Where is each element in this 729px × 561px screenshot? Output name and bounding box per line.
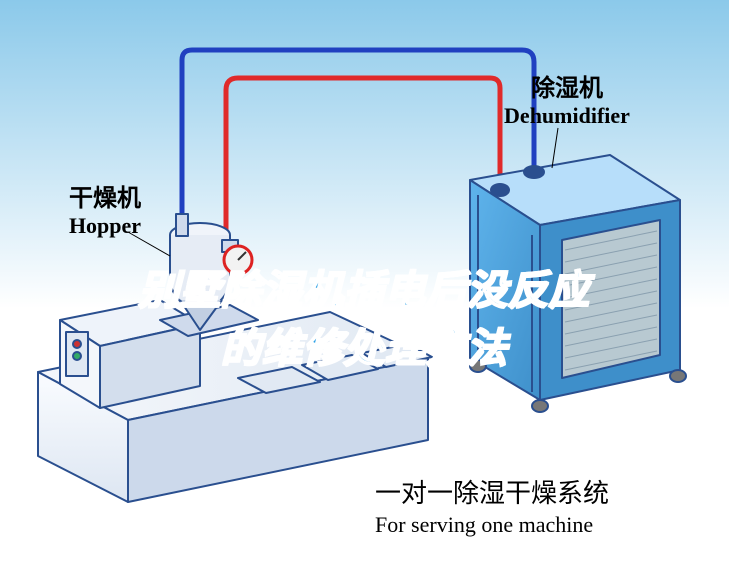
dehumidifier-label-cn: 除湿机 bbox=[457, 75, 677, 103]
overlay-title-line2: 的维修处理方法 bbox=[0, 316, 729, 374]
overlay-title: 别墅除湿机插电后没反应 的维修处理方法 bbox=[0, 258, 729, 374]
system-caption-cn: 一对一除湿干燥系统 bbox=[375, 478, 609, 511]
diagram-stage: 干燥机 Hopper 除湿机 Dehumidifier 别墅除湿机插电后没反应 … bbox=[0, 0, 729, 561]
hopper-label-cn: 干燥机 bbox=[35, 185, 175, 213]
system-caption: 一对一除湿干燥系统 For serving one machine bbox=[375, 478, 609, 538]
overlay-title-line1: 别墅除湿机插电后没反应 bbox=[0, 258, 729, 316]
hopper-label-en: Hopper bbox=[35, 213, 175, 238]
system-caption-en: For serving one machine bbox=[375, 511, 609, 539]
hopper-label: 干燥机 Hopper bbox=[35, 185, 175, 238]
dehumidifier-label: 除湿机 Dehumidifier bbox=[457, 75, 677, 128]
dehumidifier-label-en: Dehumidifier bbox=[457, 103, 677, 128]
